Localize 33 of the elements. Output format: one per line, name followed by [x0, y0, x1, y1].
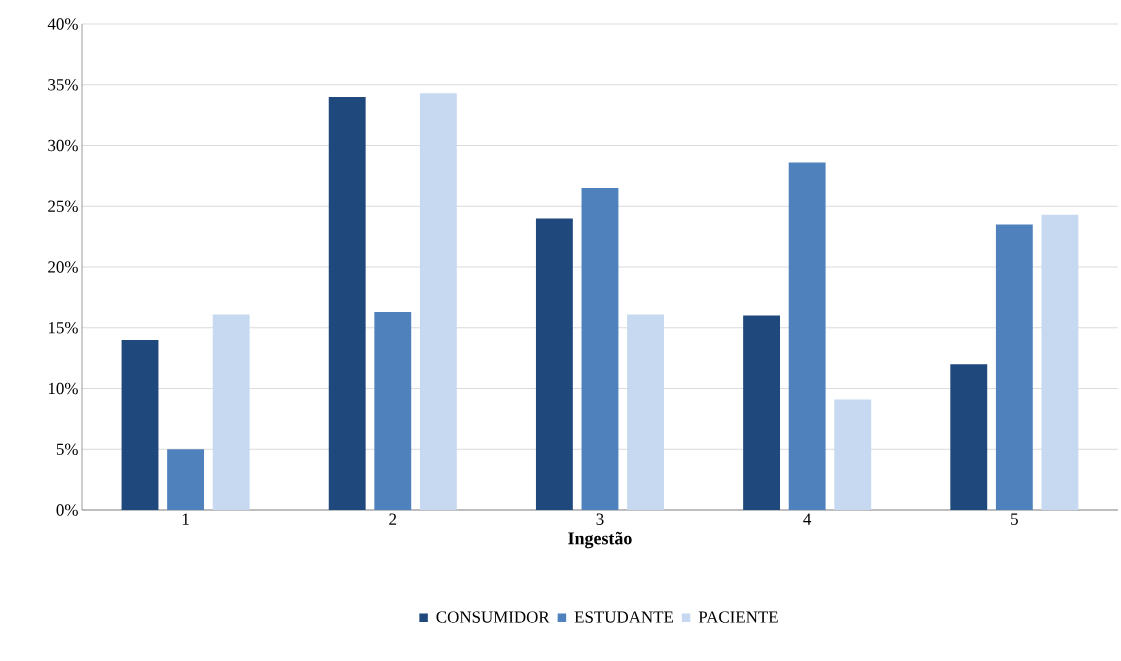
bar: [535, 218, 573, 510]
y-tick-label: 35%: [48, 79, 78, 91]
bar: [627, 314, 664, 510]
legend-label: CONSUMIDOR: [436, 611, 550, 623]
bar: [121, 339, 159, 510]
bar: [788, 162, 826, 510]
bar: [743, 315, 781, 510]
y-tick-label: 25%: [48, 200, 78, 212]
bar: [834, 399, 872, 510]
x-tick-label: 1: [182, 513, 189, 525]
bar: [950, 364, 988, 510]
x-tick-label: 2: [389, 513, 397, 525]
bar: [374, 311, 412, 510]
x-tick-label: 5: [1011, 513, 1018, 525]
y-tick-label: 15%: [48, 322, 78, 334]
y-tick-label: 10%: [48, 382, 78, 395]
y-tick-label: 0%: [56, 504, 78, 516]
y-tick-label: 20%: [48, 261, 78, 273]
legend-label: ESTUDANTE: [574, 611, 673, 623]
bar: [581, 188, 619, 510]
bar: [419, 93, 457, 510]
bar: [328, 96, 366, 510]
y-tick-label: 5%: [56, 443, 78, 455]
bar: [1041, 214, 1079, 510]
x-tick-label: 4: [803, 513, 812, 525]
bar: [995, 224, 1033, 510]
y-tick-label: 30%: [48, 139, 78, 152]
y-tick-label: 40%: [47, 18, 78, 30]
x-tick-label: 3: [596, 513, 604, 525]
x-axis-title: Ingestão: [568, 531, 632, 549]
legend-label: PACIENTE: [698, 611, 778, 623]
bar: [212, 314, 250, 510]
bar: [167, 449, 205, 510]
